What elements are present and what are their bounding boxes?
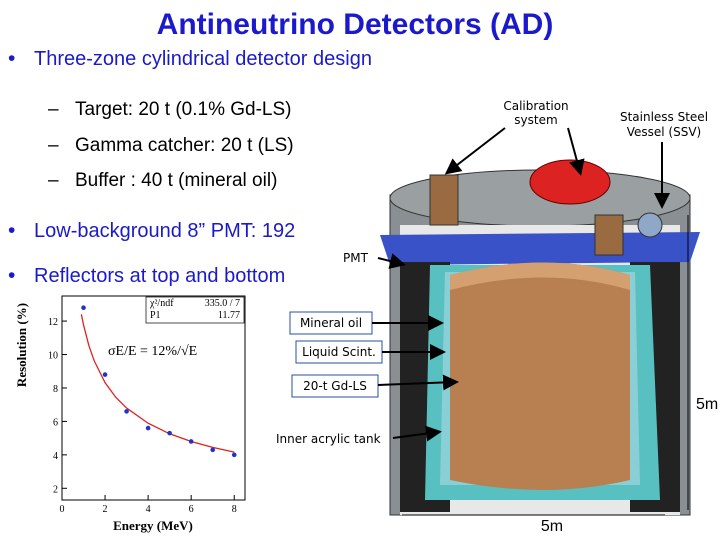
sub-bullet: Gamma catcher: 20 t (LS) bbox=[75, 135, 294, 156]
arrow bbox=[444, 127, 506, 175]
arrow bbox=[392, 425, 442, 442]
x-axis-label: Energy (MeV) bbox=[113, 518, 193, 533]
callout: Liquid Scint. bbox=[302, 345, 376, 359]
y-tick-label: 10 bbox=[48, 351, 58, 362]
detector bbox=[380, 159, 700, 516]
callout: Calibration bbox=[503, 99, 568, 113]
dimension-label: 5m bbox=[696, 396, 718, 413]
y-tick-label: 12 bbox=[48, 317, 58, 328]
title: Antineutrino Detectors (AD) bbox=[157, 8, 554, 41]
callout-box bbox=[291, 374, 379, 398]
dash: – bbox=[48, 135, 59, 156]
callout: Stainless Steel bbox=[620, 110, 708, 124]
y-tick-label: 4 bbox=[53, 451, 58, 462]
bullet: Three-zone cylindrical detector design bbox=[34, 48, 372, 70]
fit-curve bbox=[80, 314, 235, 453]
data-point bbox=[188, 439, 194, 444]
x-tick-label: 2 bbox=[103, 504, 108, 515]
arrow bbox=[377, 253, 406, 269]
callout: Inner acrylic tank bbox=[276, 432, 381, 446]
bullet-mark: • bbox=[8, 264, 15, 287]
y-tick-label: 2 bbox=[53, 484, 58, 495]
callout: PMT bbox=[343, 251, 369, 265]
x-tick-label: 4 bbox=[146, 504, 151, 515]
y-axis-label: Resolution (%) bbox=[14, 303, 29, 387]
dash: – bbox=[48, 99, 59, 120]
plot-frame bbox=[61, 295, 246, 501]
data-point bbox=[167, 430, 172, 436]
bullet: Reflectors at top and bottom bbox=[34, 265, 285, 287]
stats-key: χ²/ndf bbox=[149, 298, 174, 309]
y-tick-label: 6 bbox=[53, 417, 58, 428]
inset-chart: χ²/ndf 335.0 / 7 P1 11.77 σE/E = 12%/√E … bbox=[14, 295, 246, 533]
data-point bbox=[231, 452, 237, 458]
data-point bbox=[210, 447, 216, 453]
sub-bullet: Target: 20 t (0.1% Gd-LS) bbox=[75, 99, 292, 120]
data-point bbox=[124, 409, 129, 414]
data-point bbox=[145, 425, 151, 431]
stats-value: 335.0 / 7 bbox=[205, 298, 240, 309]
x-tick-label: 8 bbox=[232, 504, 237, 515]
stats-value: 11.77 bbox=[218, 310, 240, 321]
annotation: σE/E = 12%/√E bbox=[108, 344, 197, 359]
bullet: Low-background 8” PMT: 192 bbox=[34, 220, 295, 242]
callout: Mineral oil bbox=[300, 316, 362, 330]
callout: 20-t Gd-LS bbox=[303, 379, 367, 393]
stats-box bbox=[145, 296, 245, 324]
stats-key: P1 bbox=[150, 310, 161, 321]
data-point bbox=[81, 305, 86, 311]
dimension-label: 5m bbox=[541, 518, 563, 535]
arrow bbox=[377, 374, 459, 391]
x-tick-label: 0 bbox=[60, 504, 65, 515]
callout: system bbox=[514, 113, 557, 127]
sub-bullet: Buffer : 40 t (mineral oil) bbox=[75, 170, 277, 191]
x-tick-label: 6 bbox=[189, 504, 194, 515]
arrow bbox=[567, 127, 585, 176]
y-tick-label: 8 bbox=[53, 384, 58, 395]
data-point bbox=[102, 372, 108, 377]
bullet-mark: • bbox=[8, 219, 15, 242]
callout: Vessel (SSV) bbox=[627, 125, 702, 139]
dash: – bbox=[48, 170, 59, 191]
bullet-mark: • bbox=[8, 47, 15, 70]
